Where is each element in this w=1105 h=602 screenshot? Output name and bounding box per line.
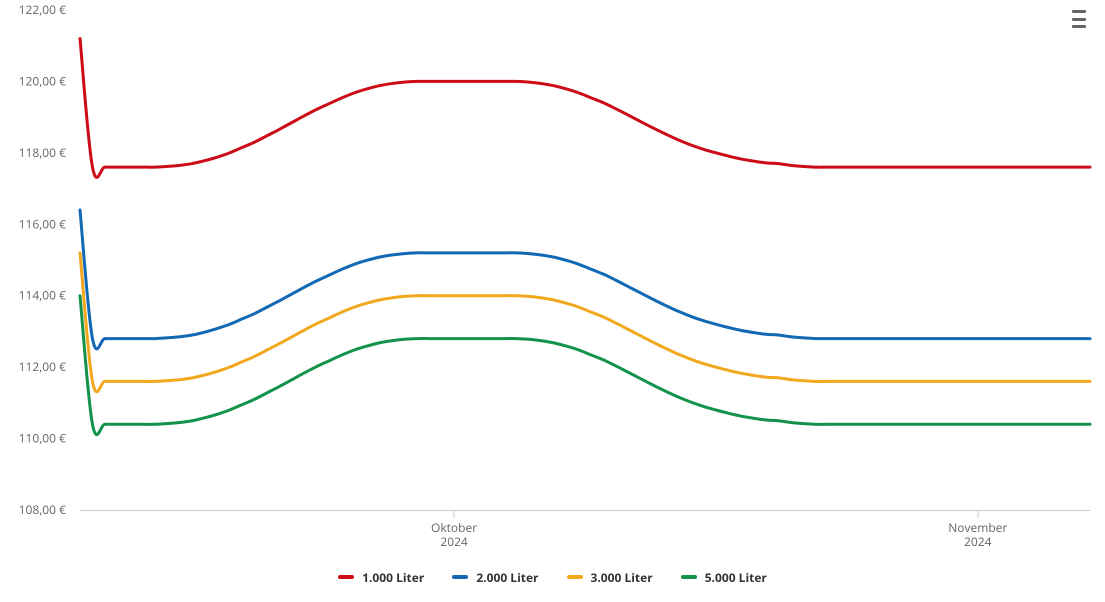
y-tick-label: 110,00 € [19,430,67,447]
y-tick-label: 114,00 € [19,287,67,304]
chart-menu-button[interactable] [1067,8,1091,30]
series-s2000[interactable] [80,210,1090,349]
y-tick-label: 116,00 € [19,215,67,232]
legend-label: 5.000 Liter [705,569,767,586]
legend-swatch [567,575,583,579]
legend-item-s2000[interactable]: 2.000 Liter [452,569,538,586]
y-tick-label: 122,00 € [19,1,67,18]
legend-label: 1.000 Liter [362,569,424,586]
y-tick-label: 112,00 € [19,358,67,375]
chart-legend: 1.000 Liter 2.000 Liter 3.000 Liter 5.000 L… [0,566,1105,586]
legend-swatch [681,575,697,579]
legend-label: 2.000 Liter [476,569,538,586]
legend-swatch [338,575,354,579]
price-chart: 108,00 € 110,00 € 112,00 € 114,00 € 116,00 €… [0,0,1105,602]
series-s1000[interactable] [80,39,1090,178]
y-tick-label: 120,00 € [19,72,67,89]
hamburger-icon [1072,10,1086,13]
x-tick-label: 2024 [964,533,992,550]
chart-canvas: 108,00 € 110,00 € 112,00 € 114,00 € 116,00 €… [0,0,1105,602]
legend-item-s1000[interactable]: 1.000 Liter [338,569,424,586]
legend-swatch [452,575,468,579]
x-tick-label: 2024 [440,533,468,550]
y-tick-label: 108,00 € [19,501,67,518]
y-tick-label: 118,00 € [19,144,67,161]
legend-item-s5000[interactable]: 5.000 Liter [681,569,767,586]
legend-item-s3000[interactable]: 3.000 Liter [567,569,653,586]
legend-label: 3.000 Liter [591,569,653,586]
